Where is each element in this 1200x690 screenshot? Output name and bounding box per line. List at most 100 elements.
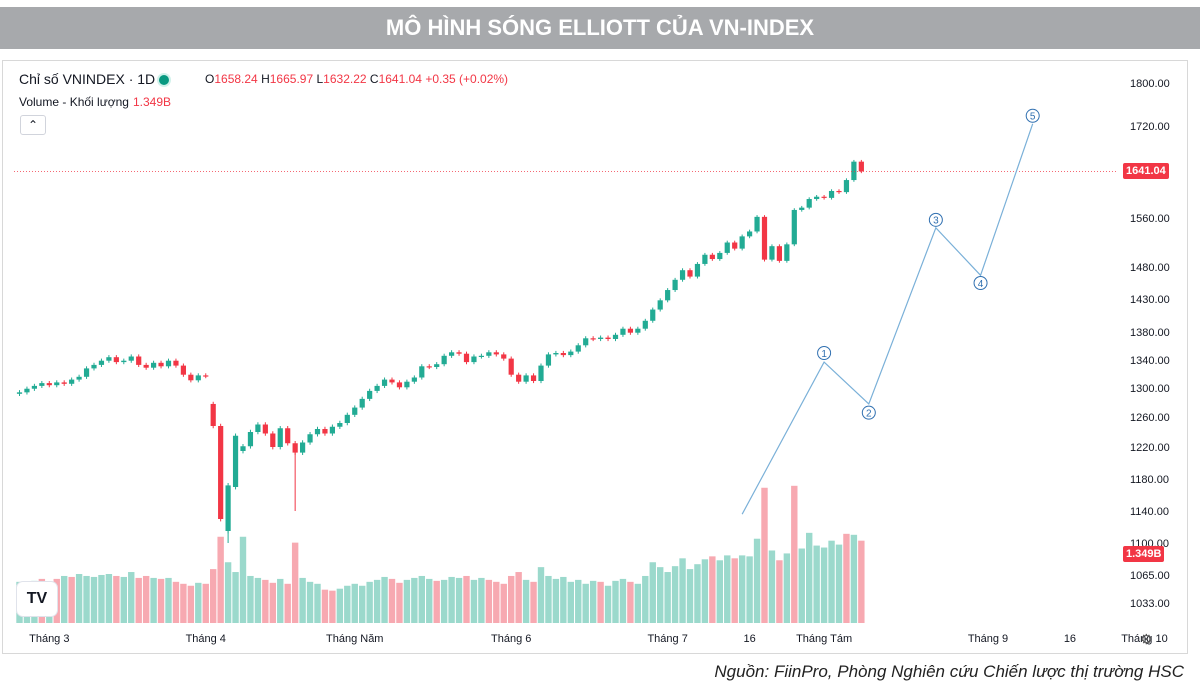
volume-bar [522,579,530,623]
x-tick-label: 16 [743,633,755,645]
wave-label-circle [817,346,832,360]
candle-body [195,375,201,381]
volume-bar [83,575,90,623]
candle-body [843,180,850,193]
tradingview-logo[interactable]: TV [17,582,57,616]
volume-bar [776,560,783,623]
volume-bar [597,581,604,623]
wave-label-5: 5 [1030,112,1036,123]
wave-label-circle [928,212,943,227]
volume-bar [418,575,425,623]
candle-body [687,270,693,277]
candle-body [463,353,470,363]
candle-body [158,362,164,367]
candle-body [203,375,209,377]
volume-bar [232,572,239,623]
volume-bar [627,581,634,623]
x-tick-label: Tháng 4 [186,633,226,645]
volume-bar [388,578,396,623]
candle-body [337,423,343,427]
volume-bar [239,536,247,623]
volume-bar [619,578,627,623]
chart-title-banner: MÔ HÌNH SÓNG ELLIOTT CỦA VN-INDEX [0,7,1200,49]
y-tick-label: 1300.00 [1130,383,1170,395]
volume-bar [120,576,127,623]
volume-bar [306,581,314,623]
wave-label-3: 3 [933,216,939,227]
symbol-title[interactable]: Chỉ số VNINDEX · 1D [19,71,179,87]
candle-body [121,360,127,363]
candle-body [650,309,656,321]
volume-bar [545,575,552,623]
candle-body [501,354,507,359]
volume-bar [68,576,75,623]
chart-panel[interactable] [2,60,1188,654]
candle-body [478,355,484,357]
last-volume-tag: 1.349B [1123,546,1165,562]
candle-body [523,375,529,382]
volume-bar [254,577,262,623]
x-tick-label: Tháng 9 [968,633,1008,645]
volume-bar [172,581,180,623]
candle-body [694,263,701,277]
candle-body [486,352,492,356]
volume-bar [783,553,791,623]
x-axis: Tháng 3 Tháng 4 Tháng Năm Tháng 6 Tháng 7 16 T… [29,633,1168,645]
x-tick-label: Tháng 7 [647,633,687,645]
volume-bar [560,576,567,623]
volume-bar [113,575,120,623]
candle-body [761,216,768,260]
y-tick-label: 1380.00 [1130,327,1170,339]
y-tick-label: 1800.00 [1130,78,1170,90]
wave-label-circle [973,276,988,290]
volume-bar [806,532,813,623]
wave-label-1: 1 [821,349,827,360]
candle-body [232,435,239,487]
x-tick-label: Tháng Tám [796,633,852,645]
ohlc-legend: O1658.24 H1665.97 L1632.22 C1641.04 +0.3… [205,72,509,86]
candle-body [627,328,633,333]
candle-body [180,365,186,375]
candle-body [657,300,663,310]
candle-body [814,196,820,200]
candle-body [352,407,358,415]
volume-bar [165,577,172,623]
candle-body [113,357,119,363]
candle-body [799,207,805,210]
volume-bar [768,550,776,623]
volume-bar [835,544,843,623]
y-tick-label: 1480.00 [1130,262,1170,274]
volume-bar [485,579,493,623]
candle-body [24,388,30,393]
candle-body [456,352,462,354]
volume-bar [344,585,351,623]
candle-body [54,382,60,386]
x-tick-label: Tháng 3 [29,633,69,645]
candle-body [620,328,626,335]
candle-body [806,199,812,208]
volume-bar [493,581,500,623]
settings-gear-icon[interactable]: ⚙ [1140,631,1153,647]
candle-body [300,442,306,453]
candle-body [672,279,678,291]
candle-body [605,337,611,339]
candle-body [821,196,827,198]
candle-body [508,358,514,375]
volume-bar [157,578,165,623]
candle-body [538,365,544,381]
volume-bar [589,580,597,623]
volume-bar [105,574,113,623]
wave-label-circle [861,405,876,420]
volume-bar [426,578,433,623]
volume-bar [701,559,709,623]
volume-bar [709,556,716,623]
candle-body [165,360,172,367]
collapse-legend-button[interactable]: ⌃ [20,115,46,135]
volume-bar [724,555,731,623]
candle-body [612,334,619,339]
volume-bar [373,579,381,623]
volume-bar [612,580,619,623]
volume-bar [128,572,135,623]
candle-body [285,428,291,444]
